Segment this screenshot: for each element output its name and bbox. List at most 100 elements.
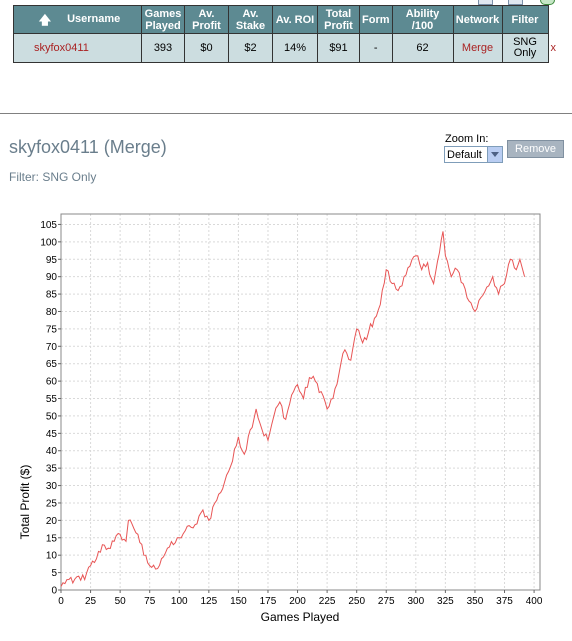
y-tick-label: 20 — [46, 516, 58, 527]
y-tick-label: 100 — [40, 237, 57, 248]
chart-grid — [61, 214, 540, 590]
y-tick-label: 5 — [51, 568, 57, 579]
y-tick-label: 35 — [46, 464, 58, 475]
y-tick-label: 25 — [46, 498, 58, 509]
x-tick-label: 100 — [171, 596, 188, 607]
x-tick-label: 250 — [348, 596, 365, 607]
y-tick-label: 40 — [46, 446, 58, 457]
username-link[interactable]: skyfox0411 — [34, 41, 89, 54]
y-tick-label: 95 — [46, 255, 58, 266]
header-network-label: Network — [455, 13, 500, 26]
y-tick-label: 0 — [51, 586, 57, 597]
zoom-select[interactable]: Default — [444, 146, 503, 163]
header-av-stake-line2: Stake — [235, 19, 266, 32]
sort-up-arrow-icon[interactable]: 🡅 — [38, 12, 52, 27]
header-total-profit[interactable]: Total Profit — [317, 5, 360, 34]
cell-av-roi: 14% — [272, 33, 318, 63]
y-tick-label: 80 — [46, 307, 58, 318]
header-filter[interactable]: Filter — [501, 5, 549, 34]
x-tick-label: 25 — [85, 596, 97, 607]
profit-chart: 0 25 50 75 100 125 150 175 200 225 250 275 300 325 350… — [18, 213, 543, 624]
header-total-profit-line1: Total — [325, 7, 352, 20]
cell-form: - — [359, 33, 393, 63]
header-av-stake[interactable]: Av. Stake — [228, 5, 273, 34]
table-header-row: 🡅 Username Games Played Av. Profit Av. St… — [13, 5, 559, 34]
toolbar-document-icon[interactable] — [478, 0, 493, 5]
y-tick-label: 30 — [46, 481, 58, 492]
x-tick-label: 275 — [378, 596, 395, 607]
header-av-profit[interactable]: Av. Profit — [184, 5, 229, 34]
y-axis-ticks: 0 5 10 15 20 25 30 35 40 45 50 55 60 65 70 75 80 85 90 95 10… — [40, 220, 61, 597]
table-row: skyfox0411 393 $0 $2 14% $91 - 62 Merge … — [13, 33, 558, 63]
y-tick-label: 90 — [46, 272, 58, 283]
x-tick-label: 225 — [319, 596, 336, 607]
x-axis-ticks: 0 25 50 75 100 125 150 175 200 225 250 275 300 325 350… — [58, 590, 543, 607]
player-stats-table: 🡅 Username Games Played Av. Profit Av. St… — [13, 5, 559, 63]
x-tick-label: 150 — [230, 596, 247, 607]
y-axis-label: Total Profit ($) — [18, 465, 32, 540]
header-total-profit-line2: Profit — [324, 19, 353, 32]
y-tick-label: 70 — [46, 342, 58, 353]
header-games-played-line2: Played — [145, 19, 181, 32]
cell-ability: 62 — [391, 33, 454, 63]
remove-button[interactable]: Remove — [507, 140, 564, 158]
header-games-played[interactable]: Games Played — [141, 5, 185, 34]
dropdown-arrow-icon[interactable] — [487, 147, 502, 162]
header-av-roi[interactable]: Av. ROI — [272, 5, 318, 34]
header-network[interactable]: Network — [452, 5, 503, 34]
plot-area-frame — [60, 213, 541, 591]
y-tick-label: 55 — [46, 394, 58, 405]
header-ability-label: Ability /100 — [405, 7, 440, 32]
header-username-label: Username — [67, 13, 121, 26]
x-tick-label: 0 — [58, 596, 64, 607]
x-tick-label: 325 — [437, 596, 454, 607]
x-tick-label: 50 — [115, 596, 127, 607]
cell-av-profit: $0 — [184, 33, 229, 63]
remove-row-x[interactable]: x — [548, 33, 558, 63]
y-tick-label: 15 — [46, 533, 58, 544]
header-form-label: Form — [362, 13, 390, 26]
y-tick-label: 10 — [46, 551, 58, 562]
x-tick-label: 375 — [496, 596, 513, 607]
x-tick-label: 400 — [526, 596, 543, 607]
cell-filter-line1: SNG — [513, 36, 537, 48]
section-divider — [0, 113, 572, 114]
y-tick-label: 85 — [46, 290, 58, 301]
x-tick-label: 300 — [407, 596, 424, 607]
y-tick-label: 105 — [40, 220, 57, 231]
y-tick-label: 50 — [46, 411, 58, 422]
header-form[interactable]: Form — [359, 5, 393, 34]
network-link[interactable]: Merge — [461, 41, 494, 54]
player-title: skyfox0411 (Merge) — [9, 137, 167, 157]
x-tick-label: 75 — [144, 596, 156, 607]
cell-network[interactable]: Merge — [452, 33, 503, 63]
y-tick-label: 60 — [46, 377, 58, 388]
zoom-label: Zoom In: — [445, 133, 489, 145]
cell-total-profit: $91 — [317, 33, 360, 63]
header-filter-label: Filter — [511, 13, 539, 26]
header-username[interactable]: 🡅 Username — [13, 5, 142, 34]
header-av-profit-line2: Profit — [192, 19, 221, 32]
header-games-played-line1: Games — [144, 7, 182, 20]
cell-games-played: 393 — [141, 33, 185, 63]
y-tick-label: 65 — [46, 359, 58, 370]
header-ability[interactable]: Ability /100 — [391, 5, 454, 34]
x-tick-label: 125 — [200, 596, 217, 607]
x-tick-label: 350 — [467, 596, 484, 607]
x-tick-label: 175 — [260, 596, 277, 607]
y-tick-label: 75 — [46, 324, 58, 335]
toolbar-page-icon[interactable] — [508, 0, 523, 5]
header-av-profit-line1: Av. — [198, 7, 215, 20]
y-tick-label: 45 — [46, 429, 58, 440]
header-av-stake-line1: Av. — [242, 7, 259, 20]
cell-av-stake: $2 — [228, 33, 273, 63]
cell-filter-line2: Only — [513, 47, 537, 59]
profit-series-line — [60, 231, 526, 587]
cell-filter: SNG Only — [501, 33, 549, 63]
x-tick-label: 200 — [289, 596, 306, 607]
filter-label: Filter: SNG Only — [9, 170, 97, 184]
x-axis-label: Games Played — [261, 610, 340, 624]
header-av-roi-label: Av. ROI — [275, 13, 315, 26]
cell-username[interactable]: skyfox0411 — [13, 33, 142, 63]
